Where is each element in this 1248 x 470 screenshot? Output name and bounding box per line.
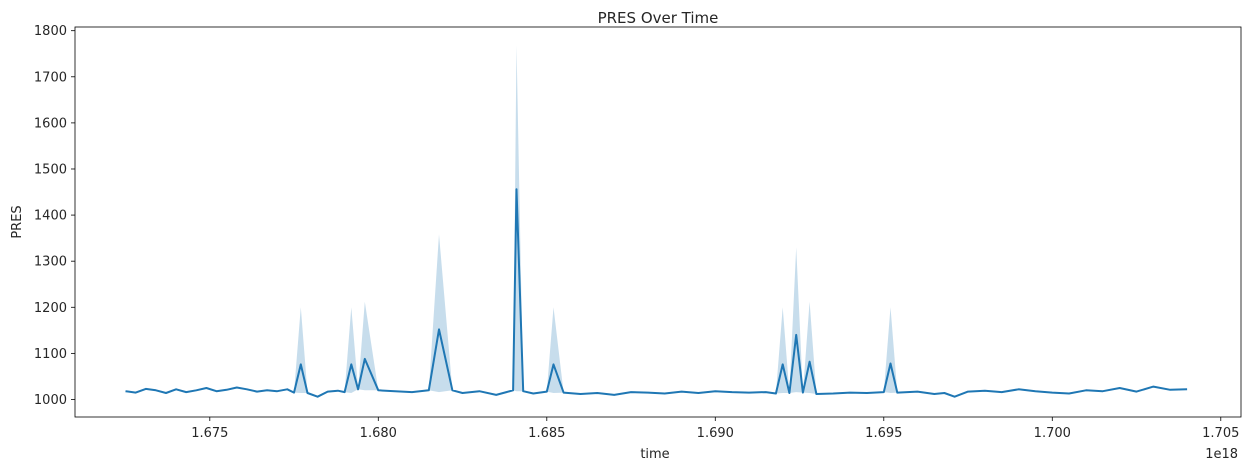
y-tick-label: 1100: [34, 347, 67, 362]
x-tick-label: 1.675: [191, 426, 228, 441]
x-axis-offset-label: 1e18: [1205, 447, 1238, 462]
y-axis-ticks: 1000 1100 1200 1300 1400 1500 1600 1700 1800: [34, 24, 75, 408]
x-axis-title: time: [640, 447, 669, 462]
y-tick-label: 1700: [34, 70, 67, 85]
confidence-band: [125, 45, 1188, 397]
chart-title: PRES Over Time: [598, 9, 719, 27]
y-tick-label: 1800: [34, 24, 67, 39]
y-tick-label: 1400: [34, 209, 67, 224]
y-tick-label: 1200: [34, 301, 67, 316]
x-tick-label: 1.680: [360, 426, 397, 441]
x-tick-label: 1.705: [1202, 426, 1239, 441]
confidence-band-layer: [125, 45, 1188, 397]
y-tick-label: 1600: [34, 116, 67, 131]
plot-frame: [74, 26, 1242, 418]
y-tick-label: 1300: [34, 255, 67, 270]
x-tick-label: 1.695: [865, 426, 902, 441]
x-axis-ticks: 1.675 1.680 1.685 1.690 1.695 1.700 1.705: [191, 417, 1239, 441]
x-tick-label: 1.685: [528, 426, 565, 441]
x-tick-label: 1.700: [1034, 426, 1071, 441]
y-axis-title: PRES: [10, 205, 25, 238]
series-line-layer: [125, 188, 1188, 398]
x-tick-label: 1.690: [697, 426, 734, 441]
y-tick-label: 1000: [34, 393, 67, 408]
series-line: [125, 188, 1188, 398]
y-tick-label: 1500: [34, 162, 67, 177]
